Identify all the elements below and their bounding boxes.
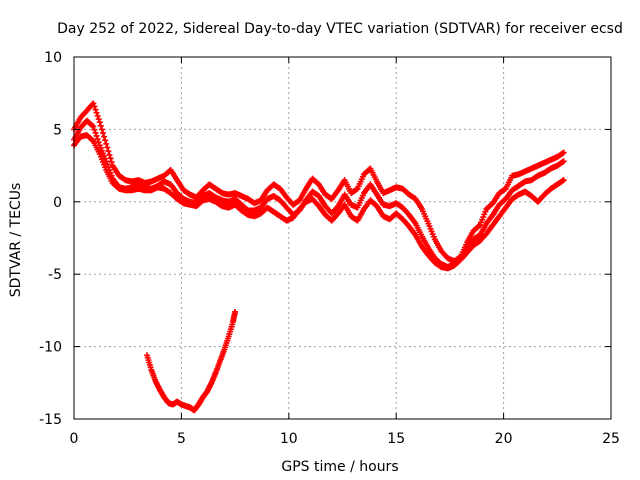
y-tick-label: 0	[53, 195, 62, 211]
data-point-interp	[101, 134, 107, 140]
series-trace-4	[144, 309, 238, 413]
data-point	[103, 141, 109, 147]
y-axis-label: SDTVAR / TECUs	[8, 183, 24, 298]
axis-ticks: 0 5 10 15 20 25 -15 -10 -5 0 5 10	[39, 50, 620, 447]
data-point-interp	[104, 145, 110, 151]
y-tick-label: 5	[53, 122, 62, 138]
data-point-interp	[94, 133, 100, 139]
y-tick-label: 10	[44, 50, 62, 66]
chart-title: Day 252 of 2022, Sidereal Day-to-day VTE…	[57, 21, 623, 37]
y-tick-label: -15	[39, 412, 62, 428]
x-axis-label: GPS time / hours	[281, 459, 398, 475]
data-point-interp	[96, 139, 102, 145]
data-point-interp	[96, 116, 102, 122]
data-point-interp	[99, 126, 105, 132]
x-tick-label: 0	[70, 431, 79, 447]
data-point-interp	[94, 110, 100, 116]
x-tick-label: 20	[495, 431, 513, 447]
data-point-interp	[102, 137, 108, 143]
data-point-interp	[105, 148, 111, 154]
grid	[74, 57, 611, 419]
series-trace-2	[71, 118, 567, 270]
data-point-interp	[92, 107, 98, 113]
plot-frame	[74, 57, 611, 419]
x-tick-label: 15	[387, 431, 405, 447]
data-point-interp	[92, 130, 98, 136]
data-point-interp	[106, 152, 112, 158]
y-tick-label: -5	[48, 267, 62, 283]
data-point-interp	[100, 130, 106, 136]
data-point	[97, 119, 103, 125]
series-trace-1	[71, 100, 567, 264]
data-point-interp	[95, 113, 101, 119]
y-tick-label: -10	[39, 340, 62, 356]
data-series	[71, 100, 567, 413]
x-tick-label: 25	[602, 431, 620, 447]
x-tick-label: 10	[280, 431, 298, 447]
sdtvar-chart: 0 5 10 15 20 25 -15 -10 -5 0 5 10 Day 252 of 2022, …	[0, 0, 640, 480]
x-tick-label: 5	[177, 431, 186, 447]
data-point-interp	[98, 123, 104, 129]
